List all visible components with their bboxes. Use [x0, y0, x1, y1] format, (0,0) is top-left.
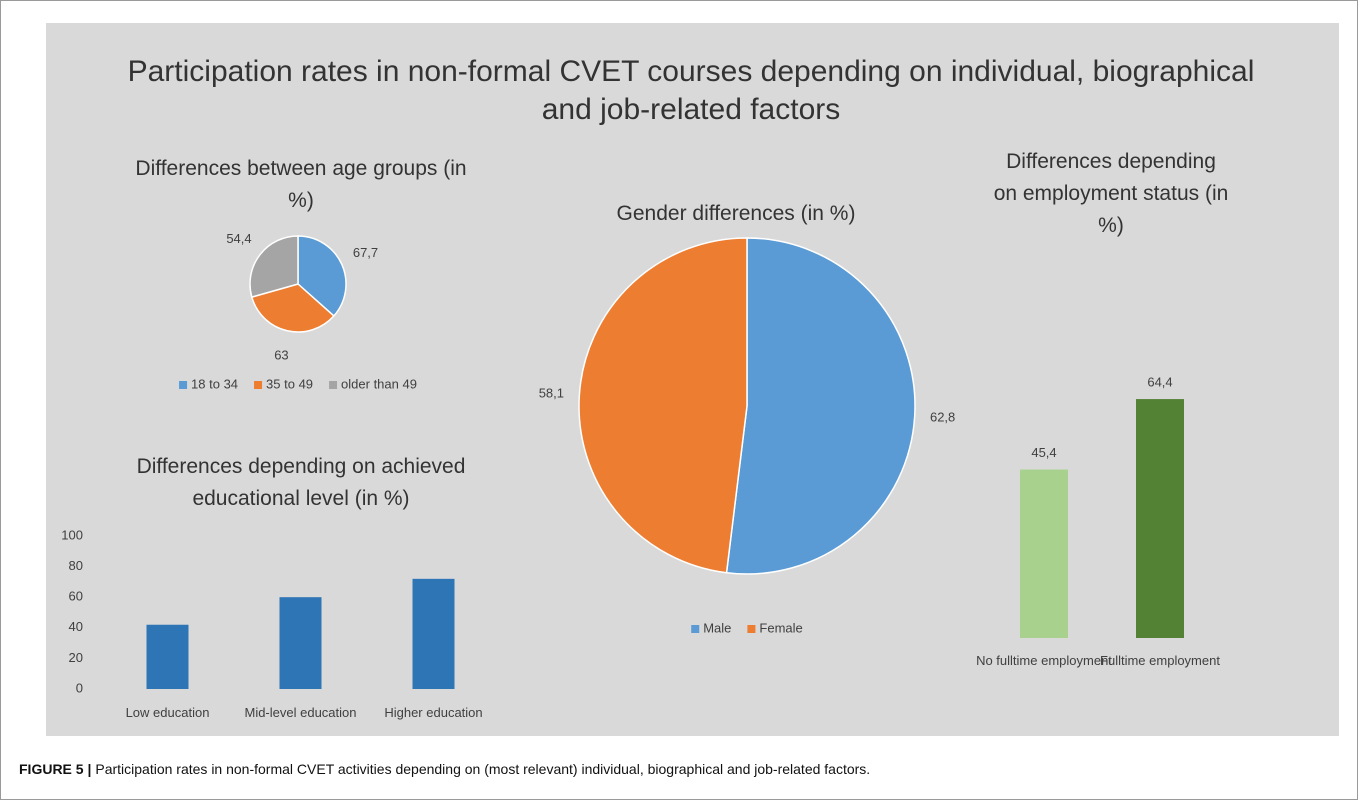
legend-label: 35 to 49 — [266, 376, 313, 391]
bar — [1020, 469, 1068, 638]
bar — [146, 624, 189, 689]
main-title: Participation rates in non-formal CVET c… — [127, 55, 1255, 126]
x-tick-label: Fulltime employment — [1100, 653, 1220, 668]
bar — [279, 597, 322, 689]
bar — [1136, 399, 1184, 638]
legend: Male Female — [691, 620, 803, 635]
legend-label: Female — [759, 620, 802, 635]
pie-slice — [249, 235, 299, 298]
legend-swatch — [179, 381, 188, 389]
pie-slice — [297, 235, 347, 317]
data-label: 63 — [274, 348, 288, 363]
caption-label: FIGURE 5 | — [19, 761, 92, 777]
caption-text: Participation rates in non-formal CVET a… — [95, 761, 871, 777]
caption: FIGURE 5 | Participation rates in non-for… — [19, 761, 870, 777]
chart-title: Differences depending on achieved educat… — [136, 455, 466, 510]
legend-label: Male — [703, 620, 731, 635]
x-tick-label: Higher education — [384, 705, 483, 720]
y-tick-label: 0 — [76, 680, 83, 695]
y-tick-label: 20 — [69, 650, 83, 665]
pie-slice — [725, 237, 916, 575]
legend-swatch — [691, 625, 700, 633]
data-label: 45,4 — [1031, 445, 1056, 460]
x-tick-label: Mid-level education — [244, 705, 357, 720]
legend-swatch — [254, 381, 263, 389]
bar — [412, 578, 455, 689]
legend-swatch — [329, 381, 338, 389]
x-tick-label: No fulltime employment — [976, 653, 1112, 668]
legend-label: older than 49 — [341, 376, 417, 391]
legend-label: 18 to 34 — [191, 376, 238, 391]
pie-slice — [578, 237, 748, 574]
data-label: 67,7 — [353, 245, 378, 260]
data-label: 54,4 — [226, 231, 251, 246]
y-tick-label: 60 — [69, 589, 83, 604]
legend-swatch — [747, 625, 756, 633]
y-tick-label: 100 — [61, 527, 83, 542]
x-tick-label: Low education — [125, 705, 210, 720]
data-label: 62,8 — [930, 409, 955, 424]
pie-slice — [250, 283, 335, 333]
data-label: 64,4 — [1147, 375, 1172, 390]
data-label: 58,1 — [539, 385, 564, 400]
chart-title: Differences between age groups (in %) — [135, 157, 467, 212]
y-tick-label: 40 — [69, 619, 83, 634]
chart-title: Gender differences (in %) — [616, 202, 856, 225]
chart-title: Differences depending on employment stat… — [993, 150, 1229, 237]
y-tick-label: 80 — [69, 558, 83, 573]
legend: 18 to 34 35 to 49 older than 49 — [179, 376, 417, 391]
